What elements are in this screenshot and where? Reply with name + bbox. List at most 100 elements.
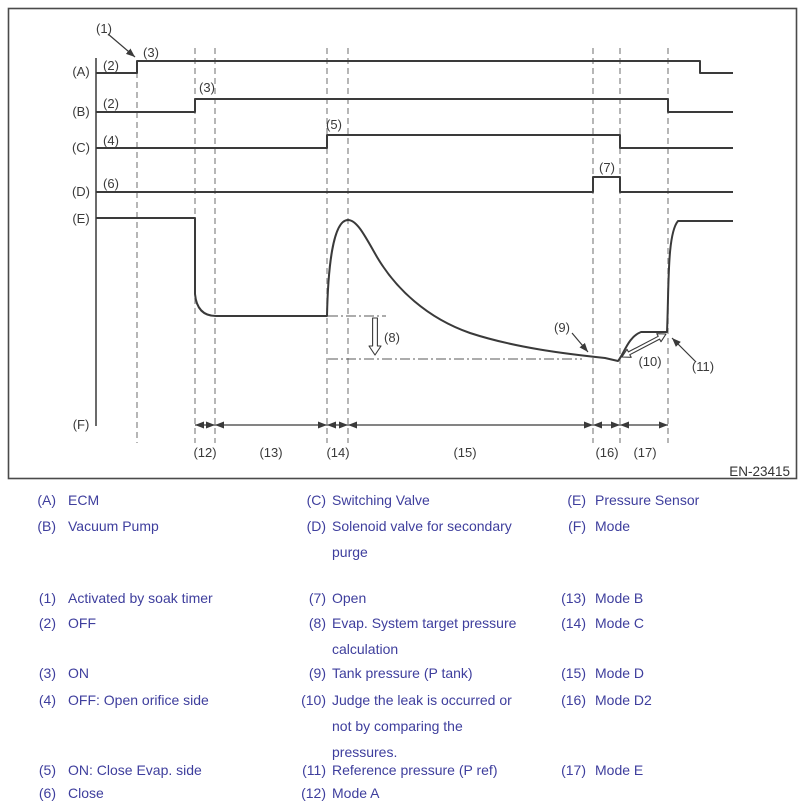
legend-text-e: Pressure Sensor	[595, 492, 700, 508]
legend-key-9: (9)	[308, 665, 326, 681]
callout-3-ecm: (3)	[143, 45, 159, 60]
legend-text-8: Evap. System target pressure calculation	[332, 615, 517, 657]
trace-ecm	[96, 60, 733, 74]
legend-key-6: (6)	[38, 785, 56, 801]
legend-key-14: (14)	[561, 615, 586, 631]
legend-item-a: (A) ECM	[10, 487, 293, 513]
legend-text-10: Judge the leak is occurred or not by com…	[332, 692, 512, 760]
legend-key-12: (12)	[301, 785, 326, 801]
legend-text-3: ON	[68, 665, 89, 681]
legend-item-f: (F) Mode	[540, 513, 785, 539]
callout-2-pump: (2)	[103, 96, 119, 111]
legend-key-d: (D)	[306, 518, 326, 534]
legend-text-a: ECM	[68, 492, 100, 508]
legend-key-b: (B)	[37, 518, 56, 534]
legend-item-b: (B) Vacuum Pump	[10, 513, 293, 539]
timing-diagram-svg: (A) (B) (C) (D) (E) (F) (1) (3) (2) (3) …	[7, 7, 798, 480]
legend-note-8: (8) Evap. System target pressure calculat…	[280, 610, 554, 662]
legend-item-d: (D) Solenoid valve for secondary purge	[280, 513, 554, 565]
legend-text-f: Mode	[595, 518, 631, 534]
legend-text-13: Mode B	[595, 590, 644, 606]
callout-2-ecm: (2)	[103, 58, 119, 73]
legend-text-9: Tank pressure (P tank)	[332, 665, 473, 681]
legend-note-4: (4) OFF: Open orifice side	[10, 687, 293, 713]
legend-text-17: Mode E	[595, 762, 644, 778]
legend-key-5: (5)	[38, 762, 56, 778]
legend-note-1: (1) Activated by soak timer	[10, 585, 293, 611]
legend-note-2: (2) OFF	[10, 610, 293, 636]
target-pressure-drop-arrow	[368, 317, 382, 356]
legend-key-2: (2)	[38, 615, 56, 631]
legend-note-7: (7) Open	[280, 585, 554, 611]
mode-label-14: (14)	[326, 445, 349, 460]
legend-text-16: Mode D2	[595, 692, 652, 708]
legend-text-d: Solenoid valve for secondary purge	[332, 518, 512, 560]
callout-1: (1)	[96, 21, 112, 36]
callout-4: (4)	[103, 133, 119, 148]
legend-key-4: (4)	[38, 692, 56, 708]
legend-key-7: (7)	[308, 590, 326, 606]
callout-10: (10)	[638, 354, 661, 369]
legend-key-e: (E)	[567, 492, 586, 508]
tank-pressure-arrow	[571, 332, 589, 353]
legend-key-13: (13)	[561, 590, 586, 606]
signal-label-d: (D)	[72, 184, 90, 199]
figure-code: EN-23415	[729, 464, 790, 479]
legend-note-11: (11) Reference pressure (P ref)	[280, 757, 554, 783]
legend-key-1: (1)	[38, 590, 56, 606]
figure-border	[7, 7, 798, 480]
signal-label-a: (A)	[72, 64, 89, 79]
legend-key-10: (10)	[301, 692, 326, 708]
legend-key-11: (11)	[302, 762, 326, 778]
legend-key-a: (A)	[37, 492, 56, 508]
signal-label-f: (F)	[73, 417, 90, 432]
legend-text-4: OFF: Open orifice side	[68, 692, 209, 708]
callout-11: (11)	[692, 359, 714, 374]
legend-text-7: Open	[332, 590, 367, 606]
trace-pressure-sensor	[96, 217, 733, 362]
legend-key-17: (17)	[561, 762, 586, 778]
callout-8: (8)	[384, 330, 400, 345]
signal-label-c: (C)	[72, 140, 90, 155]
mode-label-16: (16)	[595, 445, 618, 460]
callout-5: (5)	[326, 117, 342, 132]
legend-text-1: Activated by soak timer	[68, 590, 213, 606]
legend-note-12: (12) Mode A	[280, 780, 554, 806]
legend-note-6: (6) Close	[10, 780, 293, 806]
trace-vacuum-pump	[96, 98, 733, 113]
soak-timer-arrow	[107, 33, 136, 58]
mode-label-15: (15)	[453, 445, 476, 460]
callout-3-pump: (3)	[199, 80, 215, 95]
legend-key-8: (8)	[308, 615, 326, 631]
legend-key-15: (15)	[561, 665, 586, 681]
legend-note-5: (5) ON: Close Evap. side	[10, 757, 293, 783]
legend-text-11: Reference pressure (P ref)	[332, 762, 498, 778]
legend-note-10: (10) Judge the leak is occurred or not by…	[280, 687, 554, 765]
legend-key-f: (F)	[568, 518, 586, 534]
callout-9: (9)	[554, 320, 570, 335]
legend-key-3: (3)	[38, 665, 56, 681]
timing-diagram-figure: (A) (B) (C) (D) (E) (F) (1) (3) (2) (3) …	[7, 7, 798, 480]
legend-note-15: (15) Mode D	[540, 660, 785, 686]
legend-text-15: Mode D	[595, 665, 645, 681]
pressure-compare-arrow	[621, 333, 667, 358]
legend-text-14: Mode C	[595, 615, 645, 631]
legend-note-14: (14) Mode C	[540, 610, 785, 636]
legend-key-16: (16)	[561, 692, 586, 708]
legend-text-12: Mode A	[332, 785, 380, 801]
legend-text-b: Vacuum Pump	[68, 518, 159, 534]
legend-note-16: (16) Mode D2	[540, 687, 785, 713]
signal-label-b: (B)	[72, 104, 89, 119]
trace-switching-valve	[96, 134, 733, 149]
trace-solenoid-valve	[96, 176, 733, 193]
callout-6: (6)	[103, 176, 119, 191]
legend-text-6: Close	[68, 785, 104, 801]
reference-pressure-arrow	[671, 337, 697, 363]
legend-note-3: (3) ON	[10, 660, 293, 686]
legend-key-c: (C)	[306, 492, 326, 508]
legend-note-9: (9) Tank pressure (P tank)	[280, 660, 554, 686]
callout-7: (7)	[599, 160, 615, 175]
legend-note-17: (17) Mode E	[540, 757, 785, 783]
legend-text-c: Switching Valve	[332, 492, 430, 508]
